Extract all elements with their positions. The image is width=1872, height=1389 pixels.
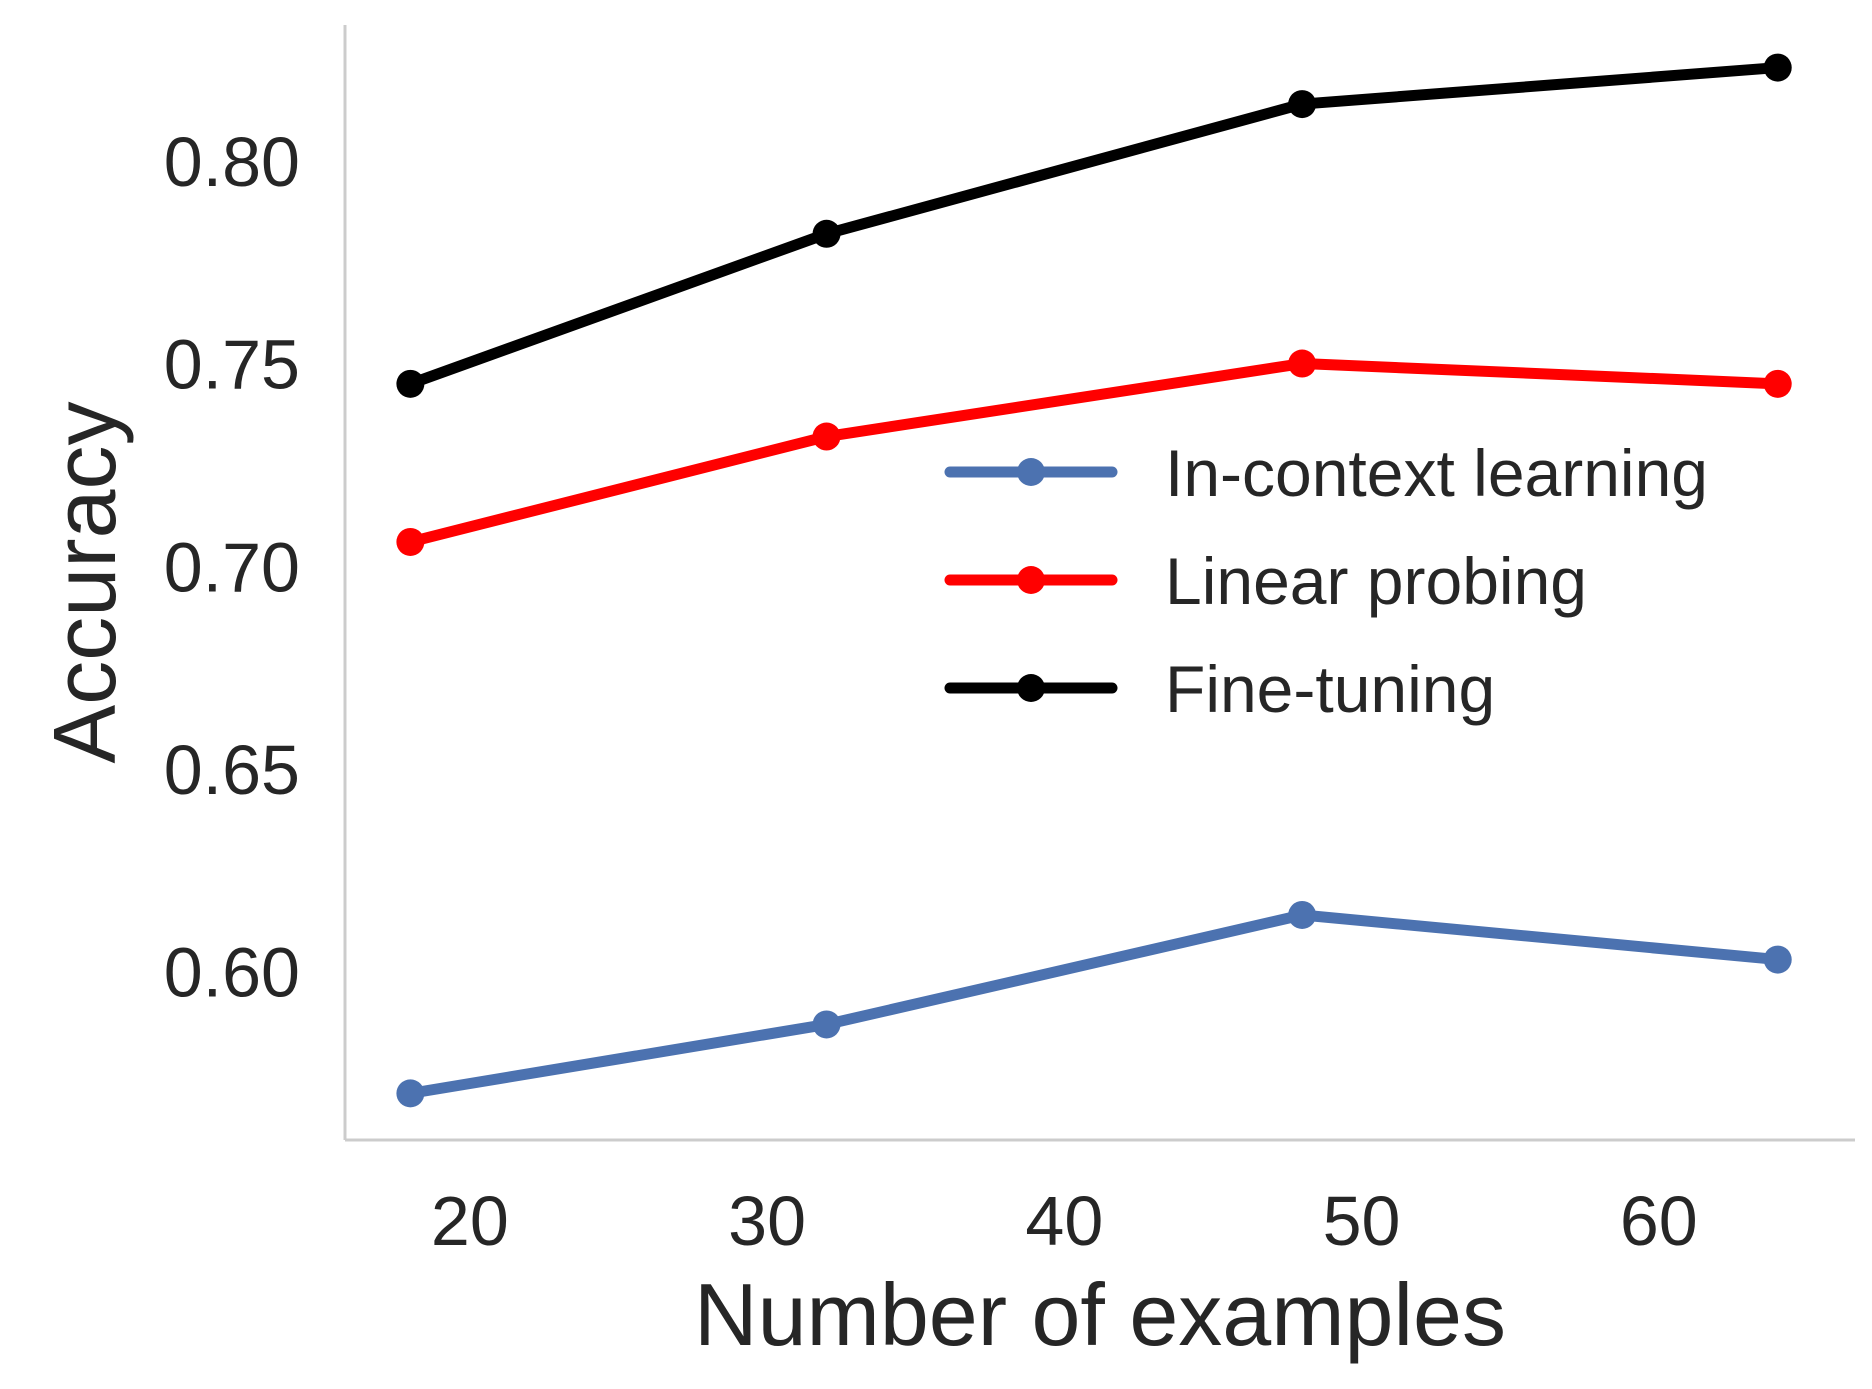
y-tick-label: 0.70 [164, 528, 300, 606]
y-tick-label: 0.80 [164, 123, 300, 201]
series-fine-tuning [396, 53, 1792, 398]
data-point-linear-probing [396, 527, 425, 556]
y-axis-label: Accuracy [35, 402, 134, 764]
x-axis-label: Number of examples [694, 1265, 1506, 1364]
series-linear-probing [396, 349, 1792, 556]
y-tick-labels: 0.60 0.65 0.70 0.75 0.80 [164, 123, 300, 1012]
data-point-fine-tuning [1288, 90, 1317, 119]
x-tick-label: 50 [1323, 1182, 1401, 1260]
legend-item: In-context learning [944, 436, 1708, 510]
series-line-in-context-learning [404, 909, 1784, 1099]
legend-swatch-marker [1017, 674, 1045, 702]
data-point-linear-probing [812, 422, 841, 451]
data-point-fine-tuning [812, 219, 841, 248]
series-line-linear-probing [404, 358, 1784, 548]
legend-label: Fine-tuning [1165, 652, 1495, 726]
legend-label: In-context learning [1165, 436, 1708, 510]
x-tick-label: 60 [1620, 1182, 1698, 1260]
series-layer [396, 53, 1792, 1108]
data-point-fine-tuning [396, 369, 425, 398]
legend-item: Fine-tuning [944, 652, 1495, 726]
y-tick-label: 0.65 [164, 731, 300, 809]
data-point-in-context-learning [1288, 900, 1317, 929]
legend-label: Linear probing [1165, 544, 1587, 618]
data-point-in-context-learning [1763, 945, 1792, 974]
series-line-fine-tuning [404, 62, 1784, 390]
chart-axes [343, 25, 1855, 1142]
legend-swatch-marker [1017, 458, 1045, 486]
y-tick-label: 0.60 [164, 934, 300, 1012]
data-point-in-context-learning [812, 1010, 841, 1039]
legend-item: Linear probing [944, 544, 1587, 618]
legend: In-context learning Linear probing Fine-tu… [944, 436, 1708, 726]
x-tick-label: 20 [431, 1182, 509, 1260]
x-tick-labels: 20 30 40 50 60 [431, 1182, 1698, 1260]
x-tick-label: 40 [1025, 1182, 1103, 1260]
data-point-in-context-learning [396, 1079, 425, 1108]
series-in-context-learning [396, 900, 1792, 1108]
x-tick-label: 30 [728, 1182, 806, 1260]
data-point-linear-probing [1763, 369, 1792, 398]
legend-swatch-marker [1017, 566, 1045, 594]
data-point-linear-probing [1288, 349, 1317, 378]
y-tick-label: 0.75 [164, 326, 300, 404]
data-point-fine-tuning [1763, 53, 1792, 82]
